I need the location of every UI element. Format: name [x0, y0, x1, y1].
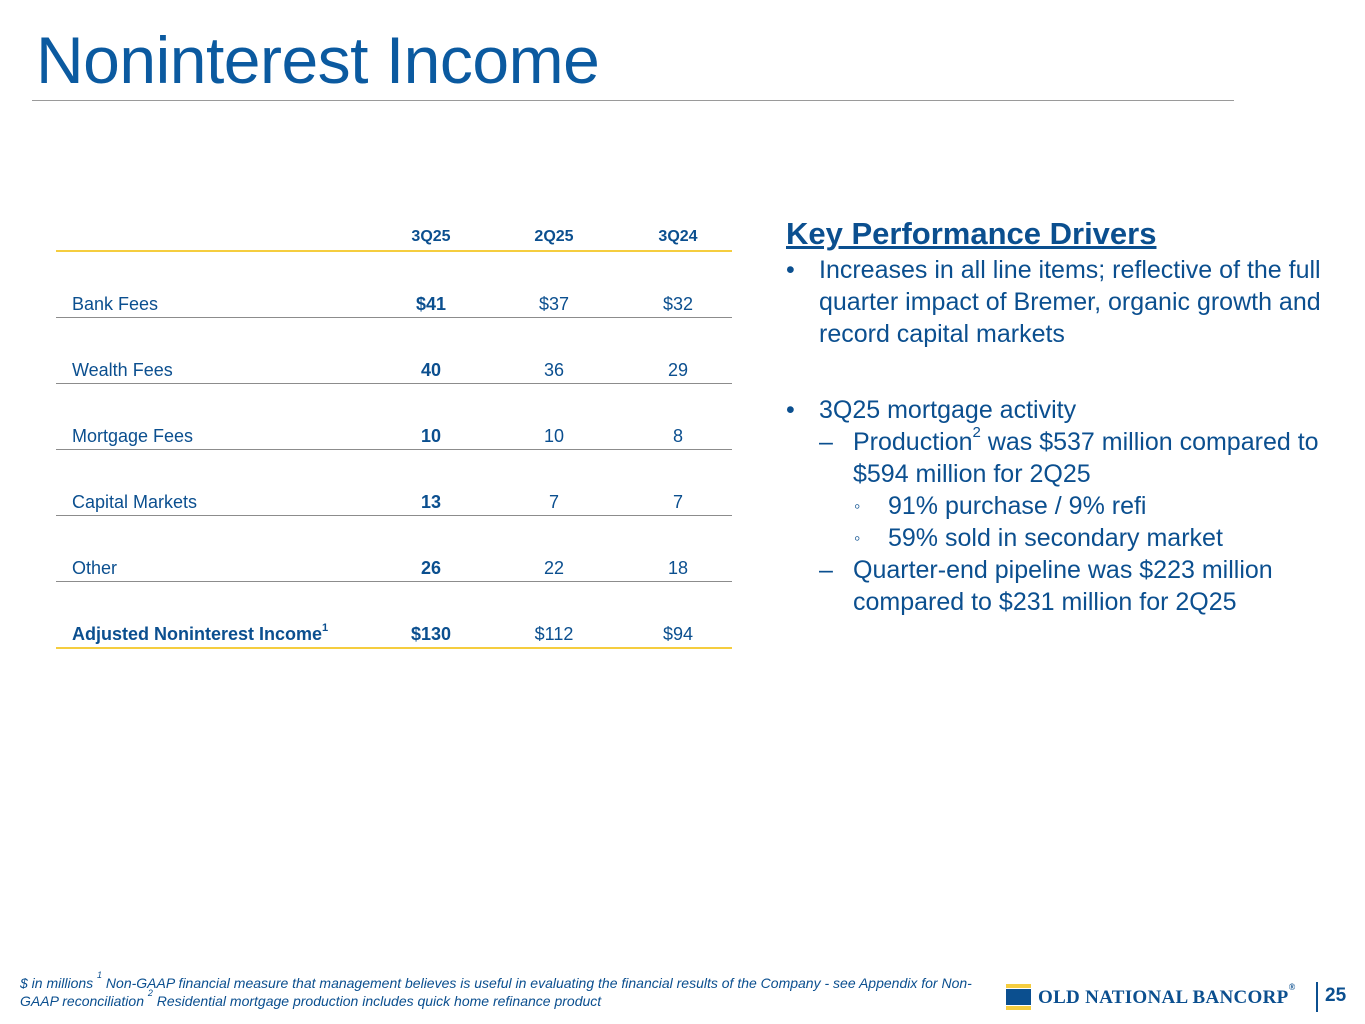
cell-3q24: $94: [662, 624, 694, 644]
sub-bullet-text: Production2 was $537 million compared to…: [853, 425, 1319, 488]
sub-bullet-text: Quarter-end pipeline was $223 million co…: [853, 556, 1273, 616]
cell-3q24: 8: [672, 426, 683, 446]
circle-marker: ◦: [854, 528, 861, 548]
driver-sub-bullet: – Quarter-end pipeline was $223 million …: [786, 554, 1346, 618]
sub-sub-bullet-text: 59% sold in secondary market: [888, 524, 1223, 552]
key-performance-drivers: Key Performance Drivers • Increases in a…: [786, 214, 1346, 618]
driver-sub-bullet: – Production2 was $537 million compared …: [786, 425, 1346, 490]
dash-marker: –: [819, 428, 833, 456]
footnote-text: Non-GAAP financial measure that manageme…: [20, 975, 972, 1009]
logo-mark-icon: [1006, 984, 1031, 1010]
column-header-3q24: 3Q24: [658, 228, 698, 245]
cell-2q25: 7: [548, 492, 559, 512]
bullet-text: 3Q25 mortgage activity: [819, 396, 1077, 424]
cell-2q25: 36: [543, 360, 565, 380]
cell-3q25: 40: [420, 360, 442, 380]
registered-mark: ®: [1288, 981, 1296, 992]
cell-3q25: $130: [410, 624, 452, 644]
logo-wordmark: OLD NATIONAL BANCORP®: [1038, 982, 1296, 1009]
cell-3q24: 29: [667, 360, 689, 380]
footnote-marker: 1: [322, 622, 329, 634]
cell-2q25: 22: [543, 558, 565, 578]
driver-sub-sub-bullet: ◦ 91% purchase / 9% refi: [786, 490, 1346, 522]
driver-sub-sub-bullet: ◦ 59% sold in secondary market: [786, 522, 1346, 554]
footnote-marker: 2: [147, 988, 153, 999]
row-label: Wealth Fees: [72, 360, 173, 380]
page-title: Noninterest Income: [36, 23, 600, 97]
footnote-text: $ in millions: [20, 975, 98, 991]
row-label: Mortgage Fees: [72, 426, 194, 446]
cell-3q24: 18: [667, 558, 689, 578]
page-number: 25: [1325, 985, 1347, 1006]
drivers-heading: Key Performance Drivers: [786, 216, 1157, 251]
cell-2q25: 10: [543, 426, 565, 446]
row-label: Other: [72, 558, 118, 578]
total-label: Adjusted Noninterest Income: [72, 624, 323, 644]
table-header-row: 3Q25 2Q25 3Q24: [56, 222, 732, 252]
cell-3q25: $41: [415, 294, 447, 314]
text-fragment: was $537 million compared to $594 millio…: [853, 428, 1319, 488]
cell-3q25: 10: [420, 426, 442, 446]
table-row-wealth-fees: Wealth Fees 40 36 29: [56, 318, 732, 384]
bullet-text: Increases in all line items; reflective …: [819, 256, 1321, 348]
bullet-marker: •: [786, 256, 795, 284]
row-label: Adjusted Noninterest Income1: [72, 623, 328, 645]
column-header-2q25: 2Q25: [534, 228, 574, 245]
cell-3q25: 26: [420, 558, 442, 578]
cell-3q25: 13: [420, 492, 442, 512]
row-label: Capital Markets: [72, 492, 198, 512]
table-row-mortgage-fees: Mortgage Fees 10 10 8: [56, 384, 732, 450]
page-number-divider: [1316, 982, 1318, 1012]
circle-marker: ◦: [854, 496, 861, 516]
noninterest-income-table: 3Q25 2Q25 3Q24 Bank Fees $41 $37 $32 Wea…: [56, 222, 732, 649]
table-row-capital-markets: Capital Markets 13 7 7: [56, 450, 732, 516]
table-row-bank-fees: Bank Fees $41 $37 $32: [56, 252, 732, 318]
column-header-3q25: 3Q25: [411, 228, 451, 245]
dash-marker: –: [819, 556, 833, 584]
cell-2q25: $112: [534, 624, 574, 644]
logo-name: OLD NATIONAL BANCORP: [1038, 987, 1289, 1008]
footnote-marker: 1: [97, 970, 103, 981]
footnote: $ in millions 1 Non-GAAP financial measu…: [20, 971, 1010, 1010]
text-fragment: Production: [853, 428, 973, 456]
driver-bullet: • Increases in all line items; reflectiv…: [786, 254, 1346, 350]
title-divider: [32, 100, 1234, 101]
sub-sub-bullet-text: 91% purchase / 9% refi: [888, 492, 1147, 520]
footnote-text: Residential mortgage production includes…: [152, 993, 602, 1009]
cell-3q24: $32: [662, 294, 694, 314]
cell-2q25: $37: [538, 294, 570, 314]
row-label: Bank Fees: [72, 294, 159, 314]
bullet-marker: •: [786, 396, 795, 424]
cell-3q24: 7: [672, 492, 683, 512]
table-row-other: Other 26 22 18: [56, 516, 732, 582]
footnote-marker: 2: [972, 423, 981, 441]
table-row-total: Adjusted Noninterest Income1 $130 $112 $…: [56, 582, 732, 649]
driver-bullet: • 3Q25 mortgage activity: [786, 394, 1346, 426]
